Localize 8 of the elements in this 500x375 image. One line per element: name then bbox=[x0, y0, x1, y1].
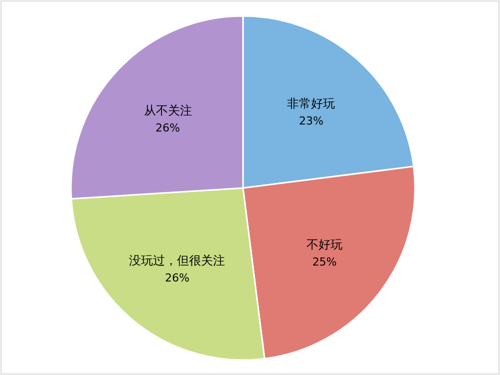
data-label: 23% bbox=[299, 114, 324, 128]
slice-label: 没玩过，但很关注 bbox=[129, 254, 226, 268]
data-label: 26% bbox=[164, 272, 190, 285]
slice-label: 从不关注 bbox=[144, 103, 192, 118]
slice-label: 不好玩 bbox=[306, 237, 343, 252]
slice-label: 非常好玩 bbox=[287, 96, 336, 111]
data-label: 26% bbox=[156, 121, 180, 134]
data-label: 25% bbox=[312, 255, 337, 268]
